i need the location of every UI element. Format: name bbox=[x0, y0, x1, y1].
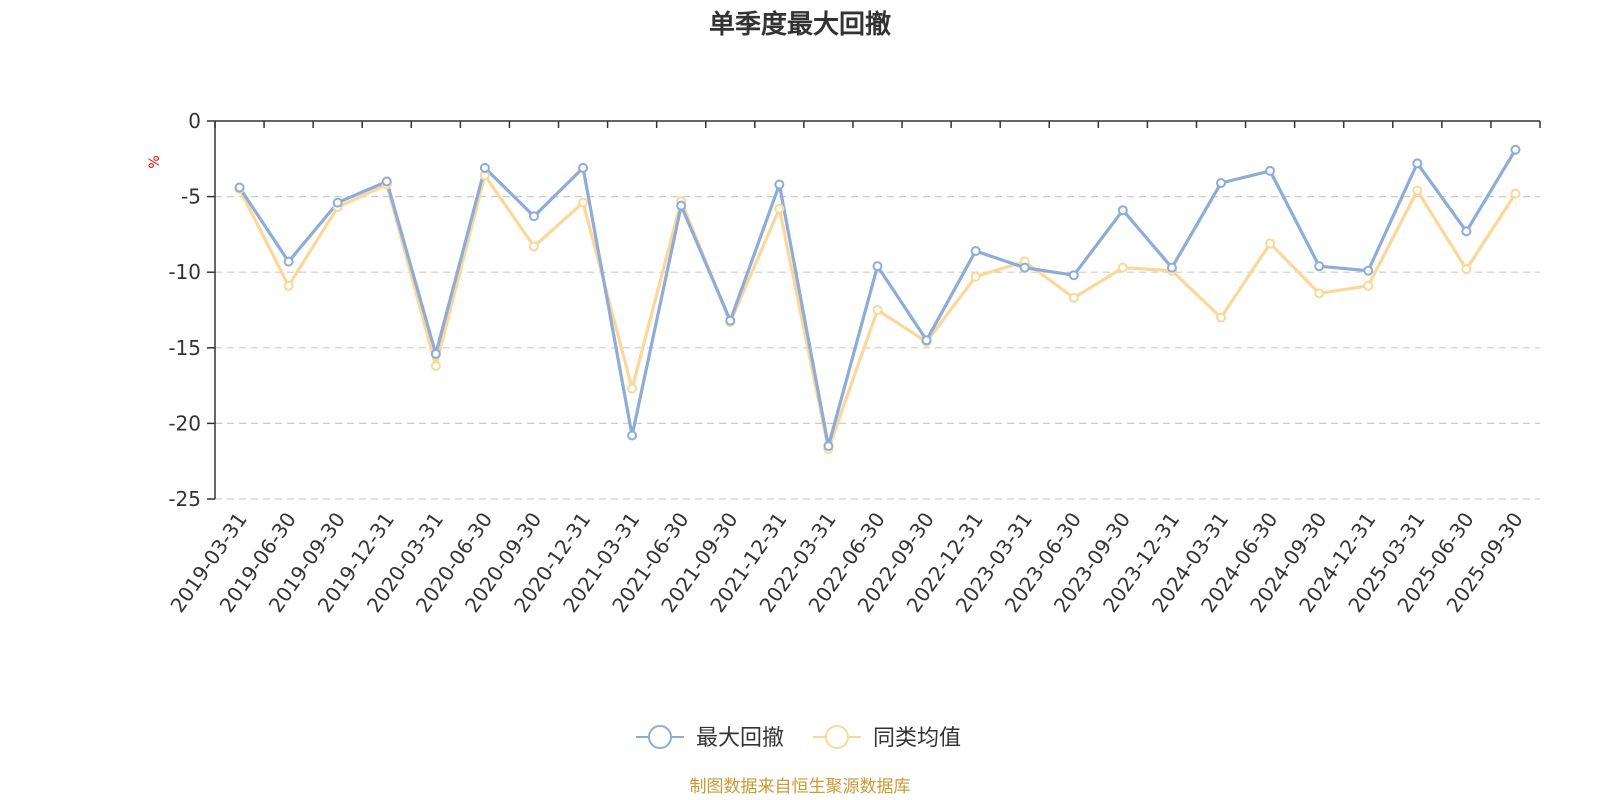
y-tick-label: -5 bbox=[181, 185, 201, 209]
data-point[interactable] bbox=[627, 383, 638, 394]
y-tick-label: -10 bbox=[168, 260, 201, 284]
data-point[interactable] bbox=[1265, 238, 1276, 249]
grid-lines bbox=[215, 196, 1540, 500]
data-point[interactable] bbox=[1510, 144, 1521, 155]
data-point[interactable] bbox=[381, 176, 392, 187]
data-point[interactable] bbox=[283, 256, 294, 267]
y-tick-label: 0 bbox=[188, 109, 201, 133]
legend-item-0[interactable]: 最大回撤 bbox=[636, 725, 784, 751]
data-point[interactable] bbox=[1314, 261, 1325, 272]
data-point[interactable] bbox=[1461, 264, 1472, 275]
data-point[interactable] bbox=[1019, 262, 1030, 273]
data-point[interactable] bbox=[1461, 226, 1472, 237]
source-note: 制图数据来自恒生聚源数据库 bbox=[690, 777, 911, 797]
data-point[interactable] bbox=[1117, 205, 1128, 216]
y-tick-label: -25 bbox=[168, 487, 201, 511]
data-point[interactable] bbox=[1117, 262, 1128, 273]
y-tick-label: -15 bbox=[168, 336, 201, 360]
data-point[interactable] bbox=[872, 261, 883, 272]
data-point[interactable] bbox=[430, 360, 441, 371]
data-point[interactable] bbox=[578, 197, 589, 208]
chart-title: 单季度最大回撤 bbox=[709, 9, 891, 40]
data-point[interactable] bbox=[823, 441, 834, 452]
data-point[interactable] bbox=[774, 203, 785, 214]
y-axis-unit-label: % bbox=[147, 155, 163, 168]
data-point[interactable] bbox=[872, 305, 883, 315]
data-point[interactable] bbox=[528, 211, 539, 222]
data-point[interactable] bbox=[970, 246, 981, 257]
data-point[interactable] bbox=[1265, 165, 1276, 176]
data-point[interactable] bbox=[1068, 270, 1079, 281]
data-point[interactable] bbox=[283, 280, 294, 291]
legend-marker bbox=[648, 725, 672, 749]
legend-item-1[interactable]: 同类均值 bbox=[813, 725, 961, 751]
data-point[interactable] bbox=[578, 162, 589, 173]
data-point[interactable] bbox=[1510, 188, 1521, 199]
data-point[interactable] bbox=[676, 200, 687, 211]
data-point[interactable] bbox=[430, 348, 441, 359]
data-point[interactable] bbox=[1068, 292, 1079, 303]
legend-label: 最大回撤 bbox=[696, 726, 784, 751]
data-point[interactable] bbox=[479, 162, 490, 173]
data-point[interactable] bbox=[1363, 280, 1374, 291]
data-point[interactable] bbox=[774, 179, 785, 190]
data-point[interactable] bbox=[1314, 288, 1325, 299]
data-point[interactable] bbox=[1363, 265, 1374, 276]
legend-label: 同类均值 bbox=[873, 726, 961, 751]
data-point[interactable] bbox=[725, 315, 736, 326]
data-point[interactable] bbox=[1412, 185, 1423, 196]
data-point[interactable] bbox=[1216, 177, 1227, 188]
data-point[interactable] bbox=[528, 241, 539, 252]
legend-marker bbox=[825, 725, 849, 749]
legend[interactable]: 最大回撤 同类均值 bbox=[636, 725, 961, 751]
series-lines bbox=[234, 144, 1521, 455]
data-point[interactable] bbox=[970, 271, 981, 282]
data-point[interactable] bbox=[332, 197, 343, 208]
series-line-0 bbox=[238, 148, 1517, 448]
data-point[interactable] bbox=[1166, 262, 1177, 273]
data-point[interactable] bbox=[234, 182, 245, 193]
y-tick-label: -20 bbox=[168, 411, 201, 435]
data-point[interactable] bbox=[921, 335, 932, 346]
data-point[interactable] bbox=[627, 430, 638, 441]
data-point[interactable] bbox=[1216, 312, 1227, 323]
data-point[interactable] bbox=[1412, 158, 1423, 169]
